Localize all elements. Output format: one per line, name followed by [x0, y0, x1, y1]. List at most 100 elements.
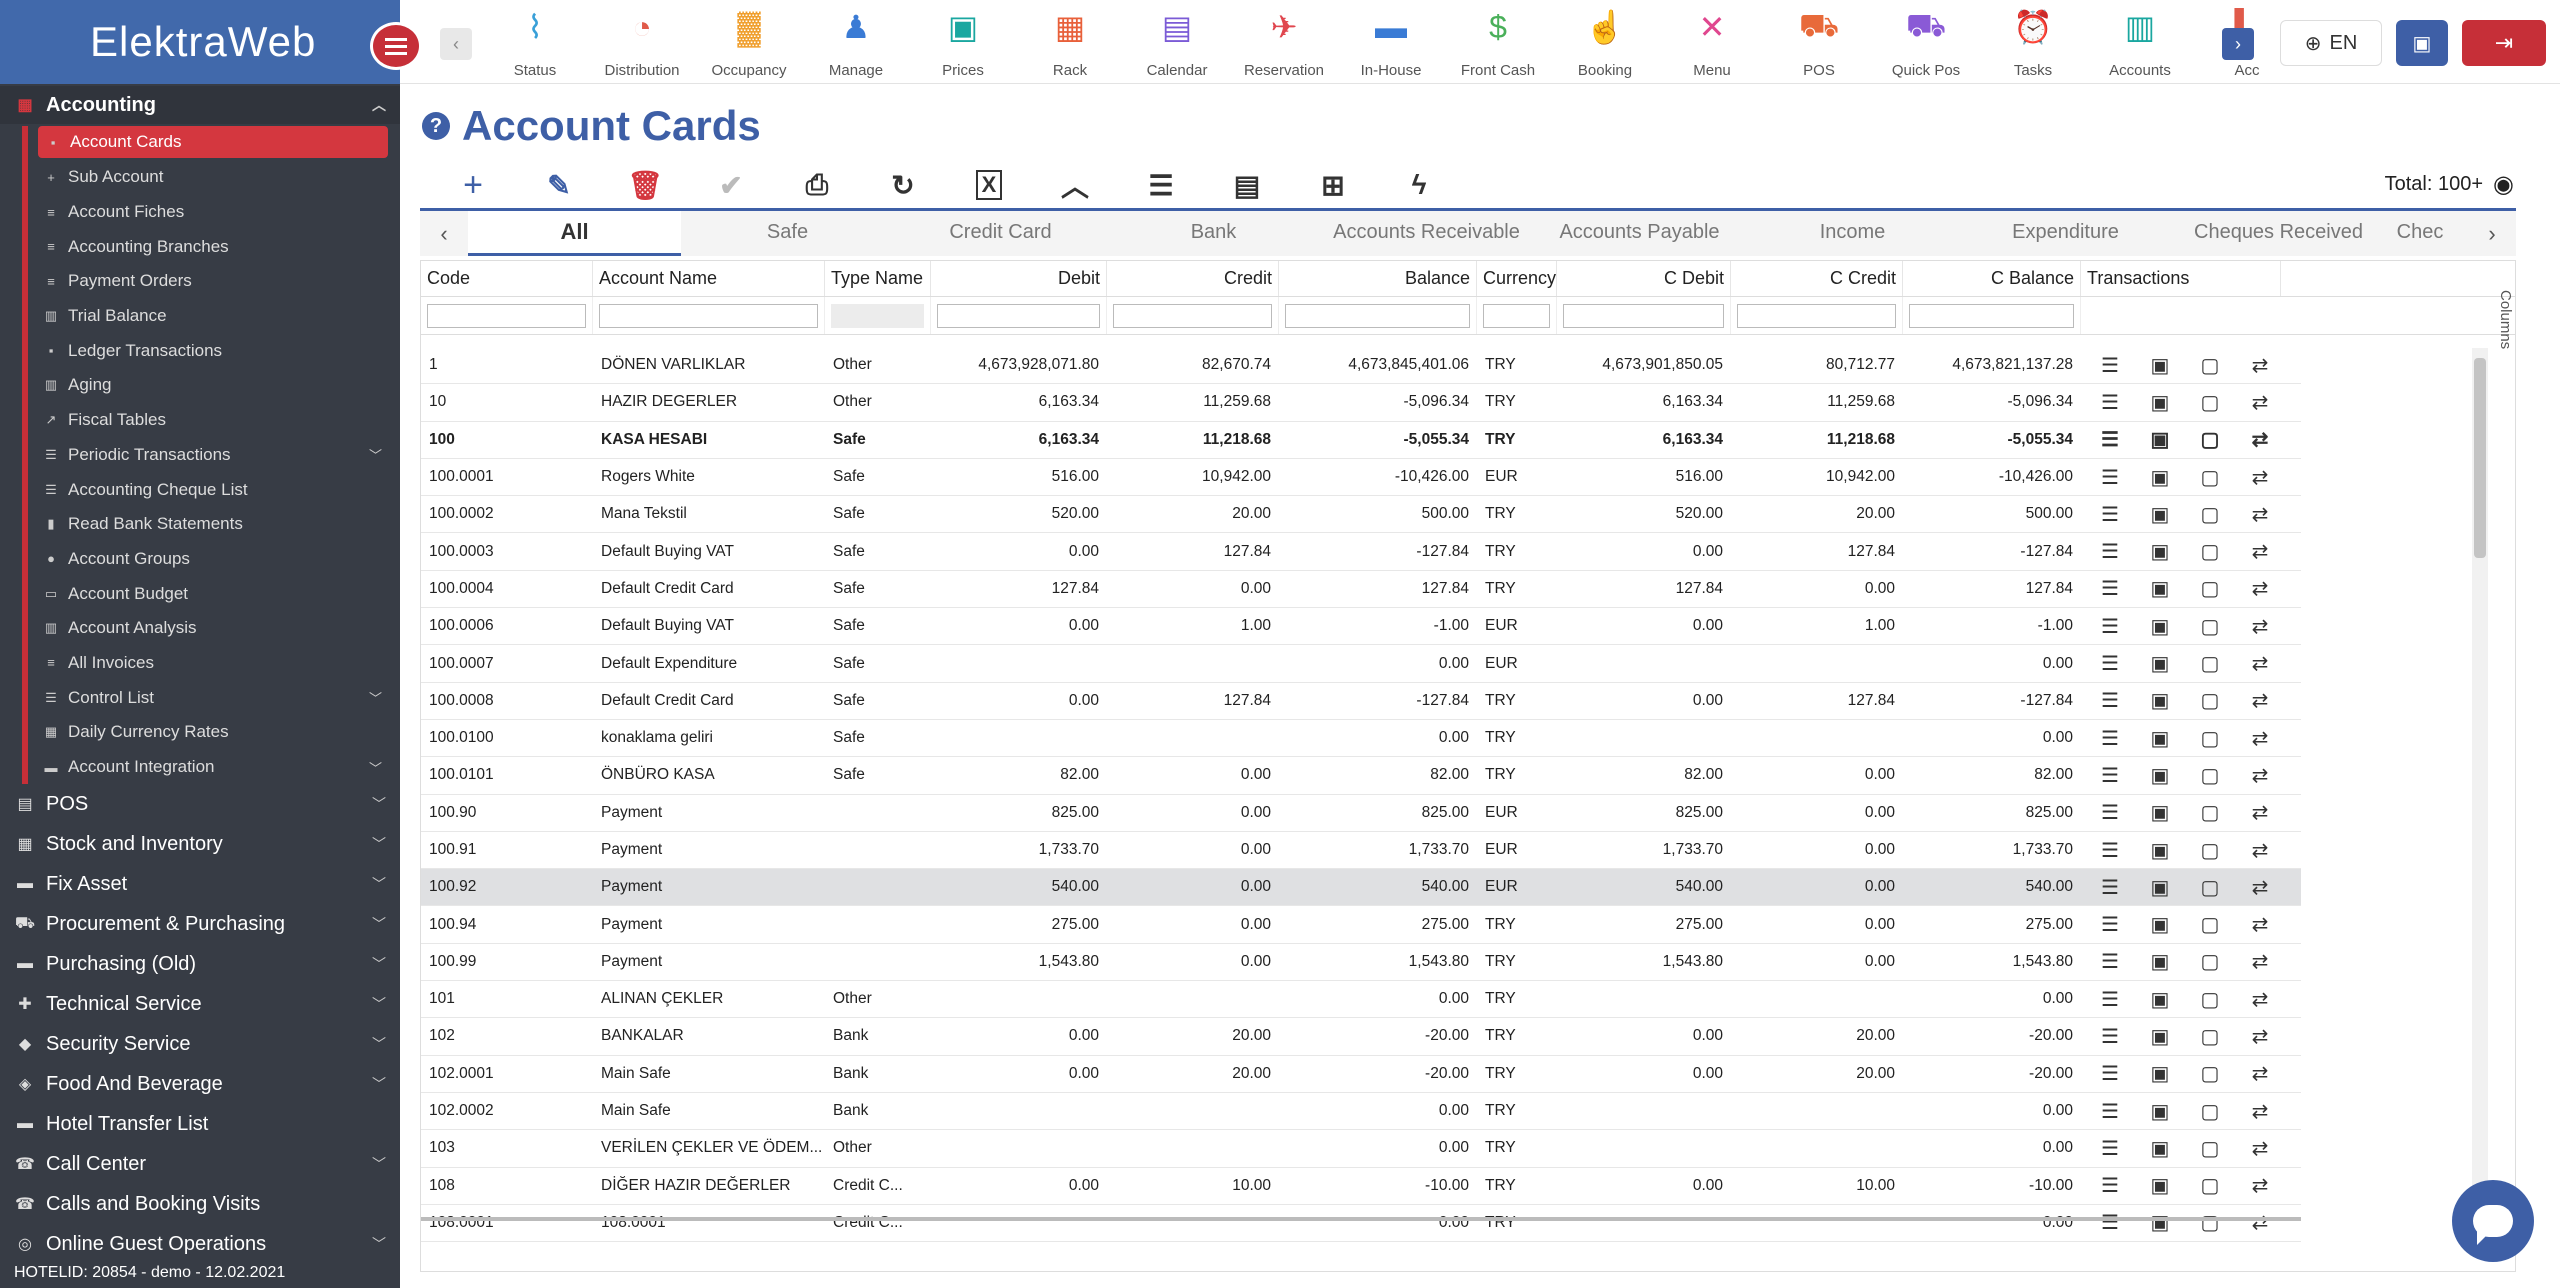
detail-list-icon[interactable]: ☰	[2101, 1063, 2119, 1086]
sidebar-section-call-center[interactable]: ☎ Call Center ﹀	[0, 1144, 400, 1184]
detail-list-icon[interactable]: ☰	[2101, 429, 2119, 452]
logout-button[interactable]: ⇥	[2462, 20, 2546, 66]
tab-cheques-received[interactable]: Cheques Received	[2194, 221, 2363, 243]
view-transactions-icon[interactable]: ▣	[2150, 876, 2170, 899]
nav-calendar[interactable]: ▤ Calendar	[1127, 6, 1227, 79]
table-row[interactable]: 103 VERİLEN ÇEKLER VE ÖDEM... Other 0.00 TRY…	[421, 1130, 2301, 1168]
transfer-icon[interactable]: ⇄	[2251, 1025, 2269, 1048]
approve-button[interactable]: ✔	[719, 169, 743, 201]
transfer-icon[interactable]: ⇄	[2251, 802, 2269, 825]
view-transactions-icon[interactable]: ▣	[2150, 1175, 2170, 1198]
tab-bank[interactable]: Bank	[1190, 221, 1237, 243]
nav-distribution[interactable]: ◔ Distribution	[592, 6, 692, 80]
view-transactions-icon[interactable]: ▣	[2150, 354, 2170, 377]
sidebar-item-account-analysis[interactable]: ▥ Account Analysis	[28, 611, 400, 646]
edit-button[interactable]: ✎	[547, 169, 571, 201]
tab-accounts-payable[interactable]: Accounts Payable	[1559, 221, 1720, 243]
transfer-icon[interactable]: ⇄	[2251, 727, 2269, 750]
table-row[interactable]: 102 BANKALAR Bank 0.00 20.00 -20.00 TRY 0.00 20.…	[421, 1018, 2301, 1056]
scroll-thumb[interactable]	[2474, 358, 2486, 558]
view-transactions-icon[interactable]: ▣	[2150, 1137, 2170, 1160]
filter-input-code[interactable]	[427, 303, 586, 328]
transfer-icon[interactable]: ⇄	[2251, 541, 2269, 564]
transfer-icon[interactable]: ⇄	[2251, 429, 2269, 452]
nav-prices[interactable]: ▣ Prices	[913, 6, 1013, 79]
table-row[interactable]: 100.0101 ÖNBÜRO KASA Safe 82.00 0.00 82.00 TRY…	[421, 757, 2301, 795]
detail-list-icon[interactable]: ☰	[2101, 988, 2119, 1011]
chat-button[interactable]	[2452, 1180, 2534, 1262]
nav-menu[interactable]: ✕ Menu	[1662, 6, 1762, 79]
view-transactions-icon[interactable]: ▣	[2150, 951, 2170, 974]
detail-list-icon[interactable]: ☰	[2101, 578, 2119, 601]
view-transactions-icon[interactable]: ▣	[2150, 466, 2170, 489]
sidebar-item-periodic-transactions[interactable]: ☰ Periodic Transactions ﹀	[28, 438, 400, 473]
tab-chec[interactable]: Chec	[2396, 221, 2444, 243]
tabs-scroll-left-button[interactable]: ‹	[440, 220, 448, 246]
transfer-icon[interactable]: ⇄	[2251, 578, 2269, 601]
detail-list-icon[interactable]: ☰	[2101, 354, 2119, 377]
transfer-icon[interactable]: ⇄	[2251, 988, 2269, 1011]
sidebar-item-aging[interactable]: ▥ Aging	[28, 368, 400, 403]
detail-list-icon[interactable]: ☰	[2101, 690, 2119, 713]
detail-list-icon[interactable]: ☰	[2101, 1137, 2119, 1160]
view-transactions-icon[interactable]: ▣	[2150, 839, 2170, 862]
edit-transactions-icon[interactable]: ▢	[2200, 466, 2220, 489]
sidebar-item-read-bank-statements[interactable]: ▮ Read Bank Statements	[28, 507, 400, 542]
sidebar-item-account-fiches[interactable]: ≡ Account Fiches	[28, 195, 400, 230]
view-transactions-icon[interactable]: ▣	[2150, 541, 2170, 564]
transfer-icon[interactable]: ⇄	[2251, 1212, 2269, 1235]
detail-list-icon[interactable]: ☰	[2101, 1100, 2119, 1123]
sidebar-section-accounting[interactable]: ▦ Accounting ︿	[0, 86, 400, 124]
table-row[interactable]: 102.0002 Main Safe Bank 0.00 TRY 0.00 ☰ ▣ ▢ ⇄	[421, 1093, 2301, 1131]
screen-toggle-button[interactable]: ▣	[2396, 20, 2448, 66]
sidebar-item-daily-currency-rates[interactable]: ▦ Daily Currency Rates	[28, 715, 400, 750]
edit-transactions-icon[interactable]: ▢	[2200, 578, 2220, 601]
sidebar-item-accounting-branches[interactable]: ≡ Accounting Branches	[28, 229, 400, 264]
view-transactions-icon[interactable]: ▣	[2150, 615, 2170, 638]
detail-list-icon[interactable]: ☰	[2101, 839, 2119, 862]
sidebar-item-control-list[interactable]: ☰ Control List ﹀	[28, 680, 400, 715]
view-transactions-icon[interactable]: ▣	[2150, 391, 2170, 414]
transfer-icon[interactable]: ⇄	[2251, 653, 2269, 676]
nav-quick-pos[interactable]: ⛟ Quick Pos	[1876, 6, 1976, 80]
add-copy-button[interactable]: ⊞	[1321, 169, 1345, 201]
list-view-button[interactable]: ☰	[1148, 169, 1174, 201]
view-transactions-icon[interactable]: ▣	[2150, 578, 2170, 601]
sidebar-section-food-and-beverage[interactable]: ◈ Food And Beverage ﹀	[0, 1064, 400, 1104]
view-transactions-icon[interactable]: ▣	[2150, 802, 2170, 825]
hamburger-menu-button[interactable]	[370, 22, 422, 70]
column-header-code[interactable]: Code	[421, 261, 593, 296]
detail-list-icon[interactable]: ☰	[2101, 1212, 2119, 1235]
column-header-c-balance[interactable]: C Balance	[1903, 261, 2081, 296]
sidebar-section-pos[interactable]: ▤ POS ﹀	[0, 784, 400, 824]
nav-manage[interactable]: ♟ Manage	[806, 6, 906, 79]
nav-rack[interactable]: ▦ Rack	[1020, 6, 1120, 79]
detail-list-icon[interactable]: ☰	[2101, 615, 2119, 638]
sidebar-section-purchasing-old-[interactable]: ▬ Purchasing (Old) ﹀	[0, 944, 400, 984]
sidebar-item-accounting-cheque-list[interactable]: ☰ Accounting Cheque List	[28, 472, 400, 507]
detail-list-icon[interactable]: ☰	[2101, 914, 2119, 937]
nav-scroll-left-button[interactable]: ‹	[440, 28, 472, 60]
nav-occupancy[interactable]: ▓ Occupancy	[699, 6, 799, 80]
table-row[interactable]: 100.90 Payment 825.00 0.00 825.00 EUR 825.00 0.…	[421, 795, 2301, 832]
edit-transactions-icon[interactable]: ▢	[2200, 503, 2220, 526]
nav-accounts[interactable]: ▥ Accounts	[2090, 6, 2190, 79]
edit-transactions-icon[interactable]: ▢	[2200, 541, 2220, 564]
view-transactions-icon[interactable]: ▣	[2150, 988, 2170, 1011]
nav-pos[interactable]: ⛟ POS	[1769, 6, 1869, 80]
sidebar-item-sub-account[interactable]: + Sub Account	[28, 160, 400, 195]
nav-scroll-right-button[interactable]: ›	[2222, 28, 2254, 60]
excel-export-button[interactable]: X	[946, 163, 1032, 207]
tabs-scroll-right-button[interactable]: ›	[2488, 220, 2496, 246]
vertical-scrollbar[interactable]	[2472, 348, 2488, 1228]
view-transactions-icon[interactable]: ▣	[2150, 1063, 2170, 1086]
edit-transactions-icon[interactable]: ▢	[2200, 354, 2220, 377]
detail-list-icon[interactable]: ☰	[2101, 764, 2119, 787]
refresh-button[interactable]: ↻	[891, 169, 915, 201]
transfer-icon[interactable]: ⇄	[2251, 1175, 2269, 1198]
detail-list-icon[interactable]: ☰	[2101, 727, 2119, 750]
sidebar-item-account-integration[interactable]: ▬ Account Integration ﹀	[28, 750, 400, 785]
sidebar-section-calls-and-booking-visits[interactable]: ☎ Calls and Booking Visits	[0, 1184, 400, 1224]
table-row[interactable]: 108 DİĞER HAZIR DEĞERLER Credit C... 0.00 10…	[421, 1168, 2301, 1205]
transfer-icon[interactable]: ⇄	[2251, 876, 2269, 899]
